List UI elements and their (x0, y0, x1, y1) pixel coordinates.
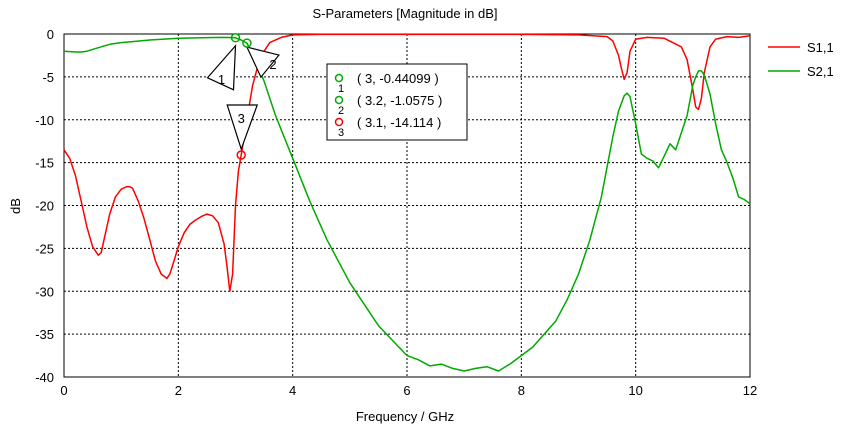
readout-marker-value: ( 3.2, -1.0575 ) (357, 93, 442, 108)
readout-marker-id: 3 (338, 127, 344, 139)
series-line-s11 (63, 33, 751, 293)
x-tick-label: 4 (289, 383, 296, 398)
x-axis-label: Frequency / GHz (356, 409, 454, 424)
x-tick-label: 6 (403, 383, 410, 398)
y-tick-label: -20 (35, 199, 54, 214)
y-tick-label: 0 (47, 27, 54, 42)
marker-point-3 (236, 150, 246, 160)
readout-marker-icon (334, 73, 344, 83)
x-tick-label: 8 (518, 383, 525, 398)
readout-marker-icon (334, 95, 344, 105)
y-tick-label: -10 (35, 113, 54, 128)
marker-point-2 (242, 38, 252, 48)
axis-ticks: 0 2 4 6 8 10 120-5-10-15-20-25-30-35-40 (35, 27, 757, 398)
readout-marker-value: ( 3, -0.44099 ) (357, 71, 439, 86)
marker-flag-1 (206, 44, 237, 91)
y-tick-label: -15 (35, 156, 54, 171)
x-tick-label: 2 (175, 383, 182, 398)
y-axis-label: dB (8, 198, 23, 214)
marker-readout-frame (326, 63, 468, 141)
marker-readout-box: 1 ( 3, -0.44099 ) 2 ( 3.2, -1.0575 ) 3 ( 3.1,… (326, 63, 468, 141)
x-tick-label: 0 (60, 383, 67, 398)
marker-flag-3 (226, 104, 259, 151)
legend-label: S2,1 (807, 64, 834, 79)
y-tick-label: -40 (35, 370, 54, 385)
marker-flag-label-2: 2 (269, 57, 276, 72)
markers: 1 2 3 (206, 33, 280, 160)
readout-marker-icon (334, 117, 344, 127)
marker-point-1 (230, 33, 241, 43)
x-tick-label: 10 (628, 383, 642, 398)
x-tick-label: 12 (743, 383, 757, 398)
series-line-s21 (63, 36, 751, 372)
marker-flag-label-3: 3 (238, 111, 245, 126)
y-tick-label: -5 (42, 70, 54, 85)
y-tick-label: -35 (35, 327, 54, 342)
readout-marker-value: ( 3.1, -14.114 ) (357, 115, 441, 130)
y-tick-label: -30 (35, 284, 54, 299)
readout-marker-id: 2 (338, 105, 344, 117)
chart-title: S-Parameters [Magnitude in dB] (313, 6, 498, 21)
readout-marker-id: 1 (338, 83, 344, 95)
y-tick-label: -25 (35, 241, 54, 256)
marker-flag-label-1: 1 (218, 72, 225, 87)
legend: S1,1 S2,1 (768, 40, 834, 79)
legend-label: S1,1 (807, 40, 834, 55)
series-lines (63, 33, 751, 372)
marker-flag-2 (245, 46, 280, 79)
